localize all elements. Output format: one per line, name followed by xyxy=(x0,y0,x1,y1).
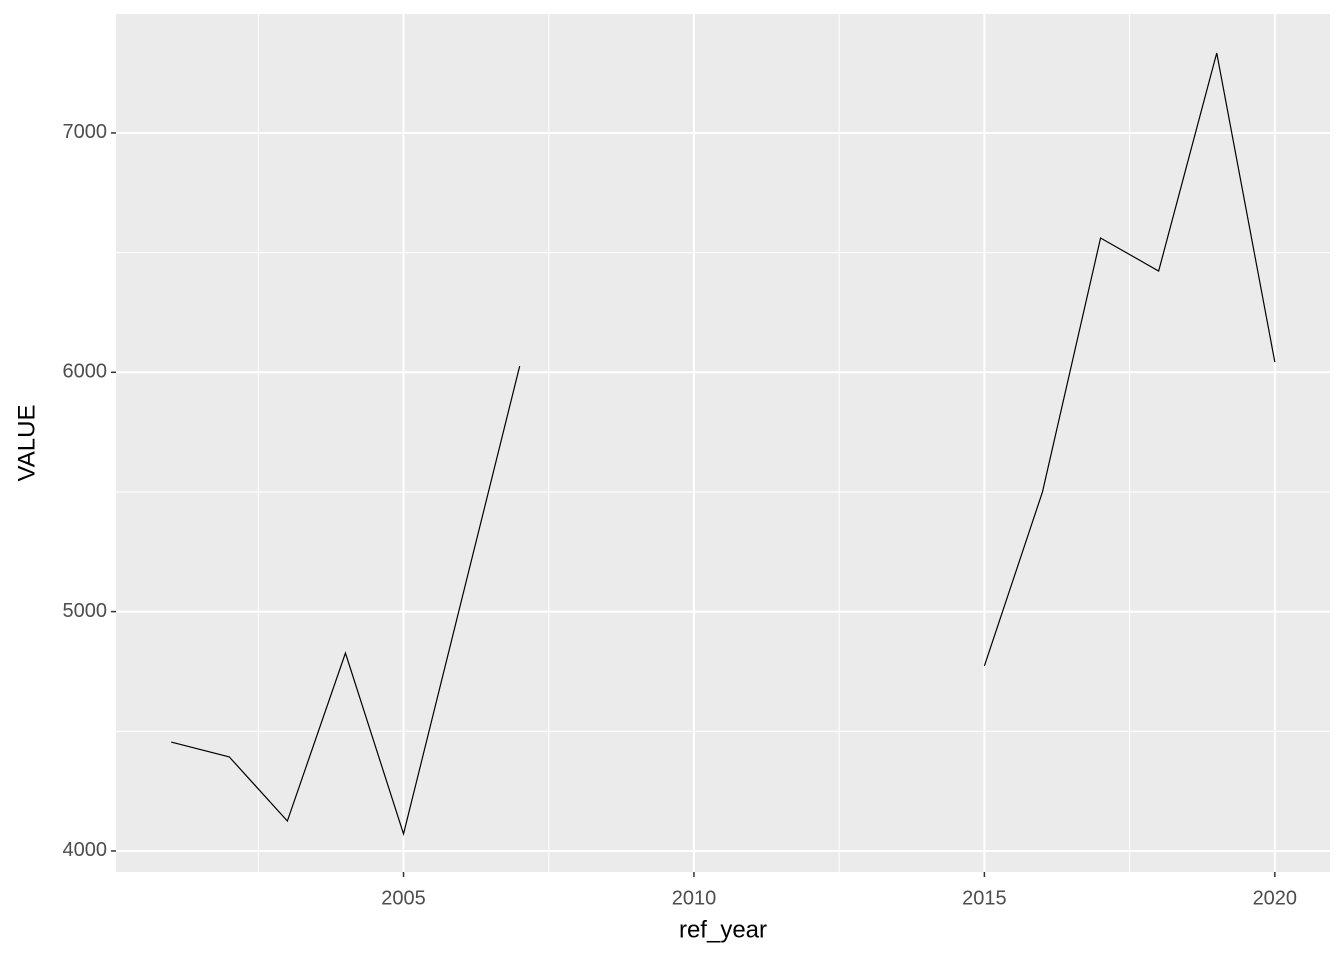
grid xyxy=(116,14,1330,872)
y-tick-label: 7000 xyxy=(63,121,108,143)
y-tick-label: 4000 xyxy=(63,839,108,861)
x-tick-label: 2015 xyxy=(962,887,1007,909)
x-axis-title: ref_year xyxy=(679,916,767,943)
panel xyxy=(116,14,1330,872)
x-tick-label: 2010 xyxy=(672,887,717,909)
marks xyxy=(171,52,1276,837)
data-line xyxy=(171,52,1276,837)
y-tick-label: 5000 xyxy=(63,600,108,622)
y-tick-label: 6000 xyxy=(63,361,108,383)
x-tick-label: 2005 xyxy=(381,887,426,909)
y-axis-title: VALUE xyxy=(13,405,40,482)
x-tick-label: 2020 xyxy=(1253,887,1298,909)
